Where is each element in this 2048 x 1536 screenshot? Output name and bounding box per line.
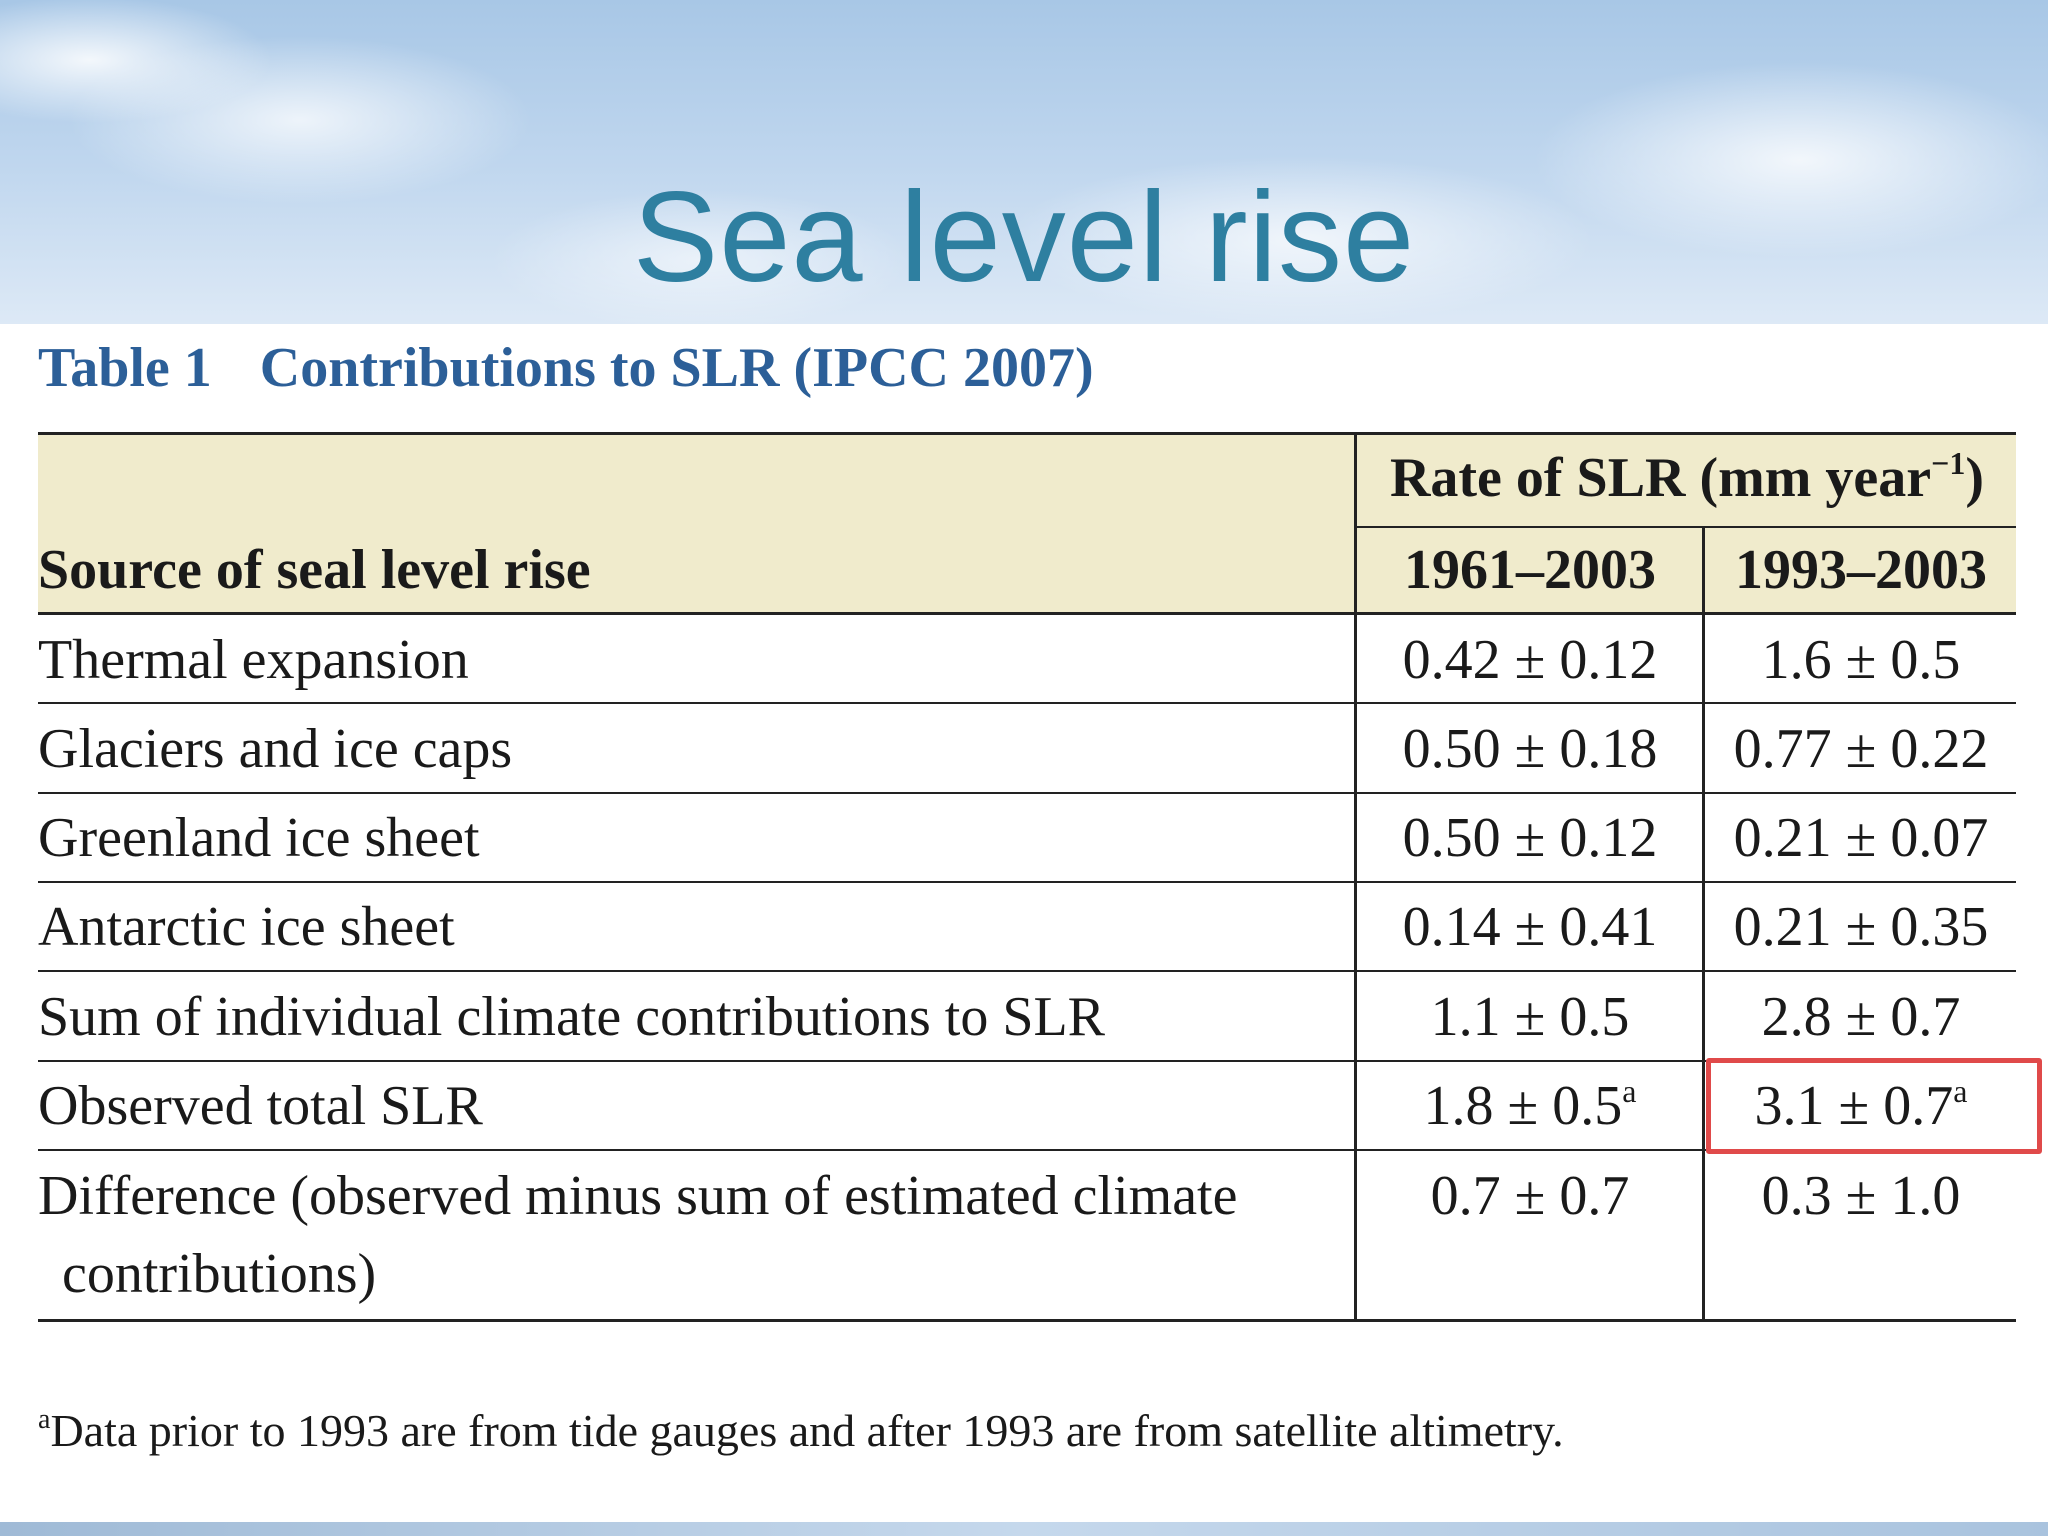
row-source: Sum of individual climate contributions … (38, 986, 1106, 1048)
row-rule (38, 881, 2016, 883)
sky-banner (0, 0, 2048, 324)
table-caption: Table 1 Contributions to SLR (IPCC 2007) (38, 336, 1094, 400)
table-top-rule (38, 432, 2016, 435)
row-value-1961-2003: 1.1 ± 0.5 (1430, 986, 1630, 1048)
row-value-1961-2003: 0.50 ± 0.12 (1402, 807, 1658, 869)
footnote-marker: a (38, 1404, 51, 1435)
column-header-1961-2003: 1961–2003 (1404, 539, 1656, 601)
column-divider (1702, 526, 1705, 1322)
slide-title: Sea level rise (632, 166, 1416, 309)
group-header-exponent: −1 (1931, 445, 1966, 481)
row-value-1993-2003: 0.77 ± 0.22 (1733, 718, 1989, 780)
row-source: Thermal expansion (38, 629, 469, 691)
row-rule (38, 970, 2016, 972)
table-header-background (38, 432, 2016, 612)
row-source: Glaciers and ice caps (38, 718, 513, 780)
row-value-1993-2003: 3.1 ± 0.7a (1706, 1074, 2016, 1138)
group-header-text: Rate of SLR (mm year (1389, 447, 1932, 509)
value-text: 1.8 ± 0.5 (1423, 1075, 1623, 1137)
table-caption-text: Contributions to SLR (IPCC 2007) (259, 337, 1094, 399)
group-header-rule (1356, 526, 2016, 528)
header-bottom-rule (38, 612, 2016, 615)
row-value-1993-2003: 1.6 ± 0.5 (1761, 629, 1961, 691)
footnote-text: Data prior to 1993 are from tide gauges … (50, 1405, 1564, 1456)
group-header-close: ) (1965, 447, 1985, 509)
table-footnote: aData prior to 1993 are from tide gauges… (38, 1404, 1564, 1457)
data-table: Rate of SLR (mm year−1) Source of seal l… (38, 432, 2016, 1324)
column-divider (1354, 432, 1357, 1322)
row-value-1961-2003: 0.42 ± 0.12 (1402, 629, 1658, 691)
row-rule (38, 792, 2016, 794)
table-number: Table 1 (38, 337, 212, 399)
bottom-strip (0, 1522, 2048, 1536)
row-source-continuation: contributions) (62, 1243, 377, 1305)
row-value-1961-2003: 0.14 ± 0.41 (1402, 896, 1658, 958)
row-value-1961-2003: 0.7 ± 0.7 (1430, 1165, 1630, 1227)
footnote-marker: a (1622, 1073, 1637, 1109)
row-value-1993-2003: 0.3 ± 1.0 (1761, 1165, 1961, 1227)
row-header: Source of seal level rise (38, 539, 591, 601)
row-source: Greenland ice sheet (38, 807, 480, 869)
group-header: Rate of SLR (mm year−1) (1358, 446, 2016, 510)
row-value-1993-2003: 0.21 ± 0.07 (1733, 807, 1989, 869)
row-rule (38, 1149, 2016, 1151)
row-source: Difference (observed minus sum of estima… (38, 1165, 1238, 1227)
table-bottom-rule (38, 1319, 2016, 1322)
row-rule (38, 702, 2016, 704)
row-source: Antarctic ice sheet (38, 896, 455, 958)
value-text: 3.1 ± 0.7 (1754, 1075, 1954, 1137)
row-value-1993-2003: 2.8 ± 0.7 (1761, 986, 1961, 1048)
footnote-marker: a (1953, 1073, 1968, 1109)
row-value-1961-2003: 1.8 ± 0.5a (1358, 1074, 1702, 1138)
row-value-1961-2003: 0.50 ± 0.18 (1402, 718, 1658, 780)
highlight-box (1706, 1058, 2042, 1154)
row-rule (38, 1060, 2016, 1062)
row-value-1993-2003: 0.21 ± 0.35 (1733, 896, 1989, 958)
row-source: Observed total SLR (38, 1075, 483, 1137)
column-header-1993-2003: 1993–2003 (1735, 539, 1987, 601)
